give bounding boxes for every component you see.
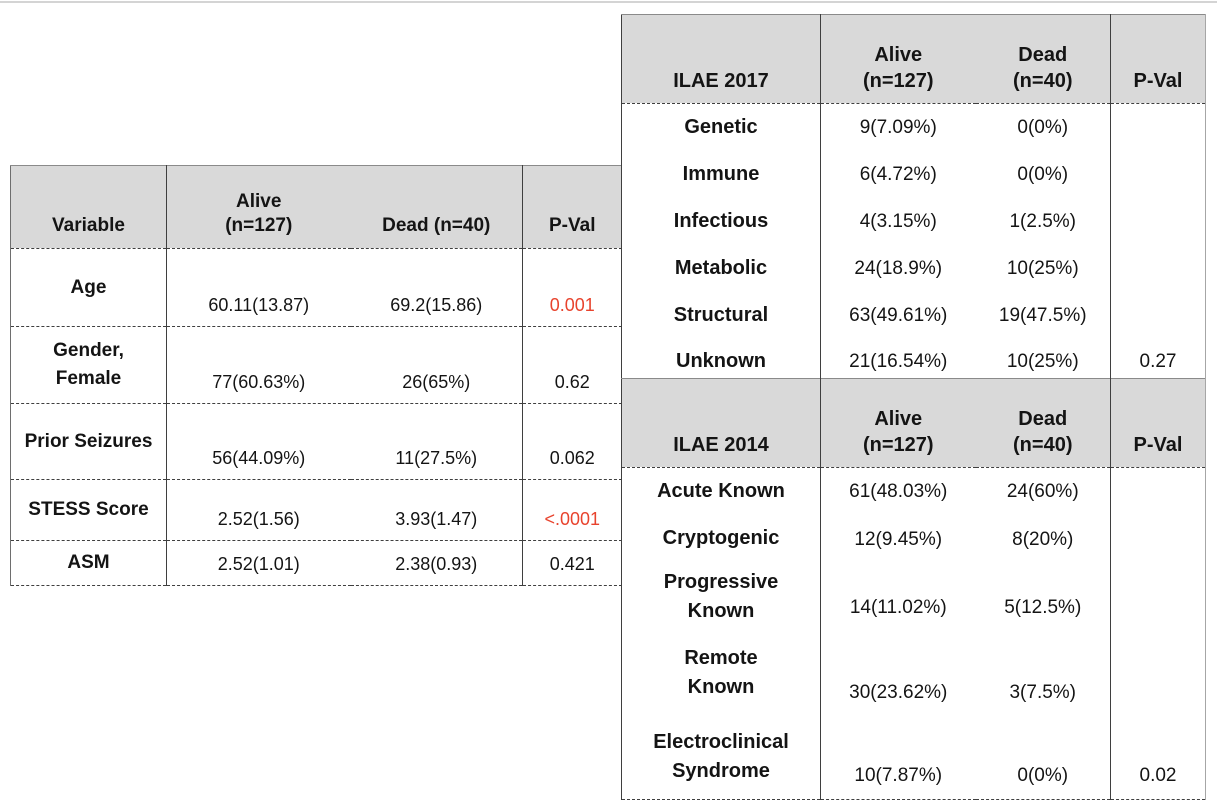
demographics-table: Variable Alive (n=127) Dead (n=40) P-Val… bbox=[10, 165, 622, 586]
dead-value: 5(12.5%) bbox=[1004, 596, 1082, 618]
pval-value bbox=[1110, 467, 1206, 515]
table-row-remote-known: Remote Known 30(23.62%) 3(7.5%) bbox=[621, 630, 1206, 716]
dead-value: 19(47.5%) bbox=[998, 304, 1087, 326]
row-label: Acute Known bbox=[621, 467, 821, 515]
table-row-metabolic: Metabolic 24(18.9%) 10(25%) bbox=[621, 244, 1206, 292]
row-label: Metabolic bbox=[621, 244, 821, 292]
row-label: Genetic bbox=[621, 103, 821, 151]
column-header-pval: P-Val bbox=[1110, 14, 1206, 104]
alive-value: 9(7.09%) bbox=[859, 116, 937, 138]
row-label: Structural bbox=[621, 291, 821, 339]
pval-value: 0.062 bbox=[522, 403, 622, 480]
dead-value: 24(60%) bbox=[1006, 480, 1079, 502]
pval-value bbox=[1110, 514, 1206, 563]
alive-value: 10(7.87%) bbox=[820, 715, 976, 800]
row-label: Prior Seizures bbox=[10, 403, 167, 480]
alive-value: 4(3.15%) bbox=[859, 210, 937, 232]
row-label: Immune bbox=[621, 150, 821, 198]
ilae-2017-table: ILAE 2017 Alive (n=127) Dead (n=40) P-Va… bbox=[621, 14, 1206, 386]
column-header-pval: P-Val bbox=[522, 165, 622, 249]
table-row-cryptogenic: Cryptogenic 12(9.45%) 8(20%) bbox=[621, 514, 1206, 563]
pval-value bbox=[1110, 103, 1206, 151]
table-row-stess-score: STESS Score 2.52(1.56) 3.93(1.47) <.0001 bbox=[10, 479, 622, 541]
alive-value: 24(18.9%) bbox=[854, 257, 943, 279]
dead-value: 0(0%) bbox=[975, 715, 1111, 800]
table-row-gender-female: Gender, Female 77(60.63%) 26(65%) 0.62 bbox=[10, 326, 622, 404]
column-header-alive: Alive (n=127) bbox=[820, 378, 976, 468]
column-header-dead: Dead (n=40) bbox=[350, 165, 523, 249]
pval-value bbox=[1110, 150, 1206, 198]
alive-value: 2.52(1.01) bbox=[166, 540, 351, 586]
top-divider bbox=[0, 1, 1217, 3]
alive-value: 14(11.02%) bbox=[849, 596, 947, 618]
table-row-infectious: Infectious 4(3.15%) 1(2.5%) bbox=[621, 197, 1206, 245]
table-row-genetic: Genetic 9(7.09%) 0(0%) bbox=[621, 103, 1206, 151]
column-header-pval: P-Val bbox=[1110, 378, 1206, 468]
alive-value: 63(49.61%) bbox=[849, 304, 948, 326]
ilae-2014-table: ILAE 2014 Alive (n=127) Dead (n=40) P-Va… bbox=[621, 378, 1206, 800]
pval-value bbox=[1110, 630, 1206, 716]
dead-value: 11(27.5%) bbox=[350, 403, 523, 480]
alive-value: 61(48.03%) bbox=[849, 480, 948, 502]
pval-value bbox=[1110, 197, 1206, 245]
table-row-progressive-known: Progressive Known 14(11.02%) 5(12.5%) bbox=[621, 562, 1206, 631]
column-header-dead: Dead (n=40) bbox=[975, 14, 1111, 104]
alive-value: 30(23.62%) bbox=[849, 681, 948, 703]
pval-value: 0.02 bbox=[1110, 715, 1206, 800]
alive-value: 60.11(13.87) bbox=[166, 248, 351, 327]
column-header-dead: Dead (n=40) bbox=[975, 378, 1111, 468]
column-header-variable: Variable bbox=[10, 165, 167, 249]
row-label: STESS Score bbox=[10, 479, 167, 541]
pval-value: 0.421 bbox=[522, 540, 622, 586]
table-row-age: Age 60.11(13.87) 69.2(15.86) 0.001 bbox=[10, 248, 622, 327]
table-row-acute-known: Acute Known 61(48.03%) 24(60%) bbox=[621, 467, 1206, 515]
pval-value bbox=[1110, 244, 1206, 292]
pval-value bbox=[1110, 291, 1206, 339]
dead-value: 0(0%) bbox=[1017, 163, 1069, 185]
table-row-immune: Immune 6(4.72%) 0(0%) bbox=[621, 150, 1206, 198]
row-label: Cryptogenic bbox=[621, 514, 821, 563]
dead-value: 1(2.5%) bbox=[1009, 210, 1077, 232]
alive-value: 12(9.45%) bbox=[854, 528, 943, 550]
pval-value: 0.001 bbox=[522, 248, 622, 327]
row-label: Age bbox=[10, 248, 167, 327]
dead-value: 2.38(0.93) bbox=[350, 540, 523, 586]
row-label: Gender, Female bbox=[10, 326, 167, 404]
column-header-ilae-2017: ILAE 2017 bbox=[621, 14, 821, 104]
ilae-2017-header-row: ILAE 2017 Alive (n=127) Dead (n=40) P-Va… bbox=[621, 14, 1206, 104]
dead-value: 10(25%) bbox=[1006, 257, 1079, 279]
row-label: ASM bbox=[10, 540, 167, 586]
demographics-header-row: Variable Alive (n=127) Dead (n=40) P-Val bbox=[10, 165, 622, 249]
column-header-alive: Alive (n=127) bbox=[820, 14, 976, 104]
alive-value: 2.52(1.56) bbox=[166, 479, 351, 541]
alive-value: 6(4.72%) bbox=[859, 163, 937, 185]
dead-value: 26(65%) bbox=[350, 326, 523, 404]
dead-value: 69.2(15.86) bbox=[350, 248, 523, 327]
column-header-ilae-2014: ILAE 2014 bbox=[621, 378, 821, 468]
column-header-alive: Alive (n=127) bbox=[166, 165, 351, 249]
dead-value: 8(20%) bbox=[1012, 528, 1074, 550]
table-row-asm: ASM 2.52(1.01) 2.38(0.93) 0.421 bbox=[10, 540, 622, 586]
dead-value: 3(7.5%) bbox=[1009, 681, 1077, 703]
row-label: Electroclinical Syndrome bbox=[621, 715, 821, 800]
alive-value: 56(44.09%) bbox=[166, 403, 351, 480]
row-label: Remote Known bbox=[621, 630, 821, 716]
alive-value: 77(60.63%) bbox=[166, 326, 351, 404]
dead-value: 3.93(1.47) bbox=[350, 479, 523, 541]
pval-value bbox=[1110, 562, 1206, 631]
row-label: Infectious bbox=[621, 197, 821, 245]
table-row-electroclinical-syndrome: Electroclinical Syndrome 10(7.87%) 0(0%)… bbox=[621, 715, 1206, 800]
dead-value: 0(0%) bbox=[1017, 116, 1069, 138]
pval-value: 0.62 bbox=[522, 326, 622, 404]
pval-value: <.0001 bbox=[522, 479, 622, 541]
table-row-structural: Structural 63(49.61%) 19(47.5%) bbox=[621, 291, 1206, 339]
row-label: Progressive Known bbox=[621, 562, 821, 631]
table-row-prior-seizures: Prior Seizures 56(44.09%) 11(27.5%) 0.06… bbox=[10, 403, 622, 480]
ilae-2014-header-row: ILAE 2014 Alive (n=127) Dead (n=40) P-Va… bbox=[621, 378, 1206, 468]
